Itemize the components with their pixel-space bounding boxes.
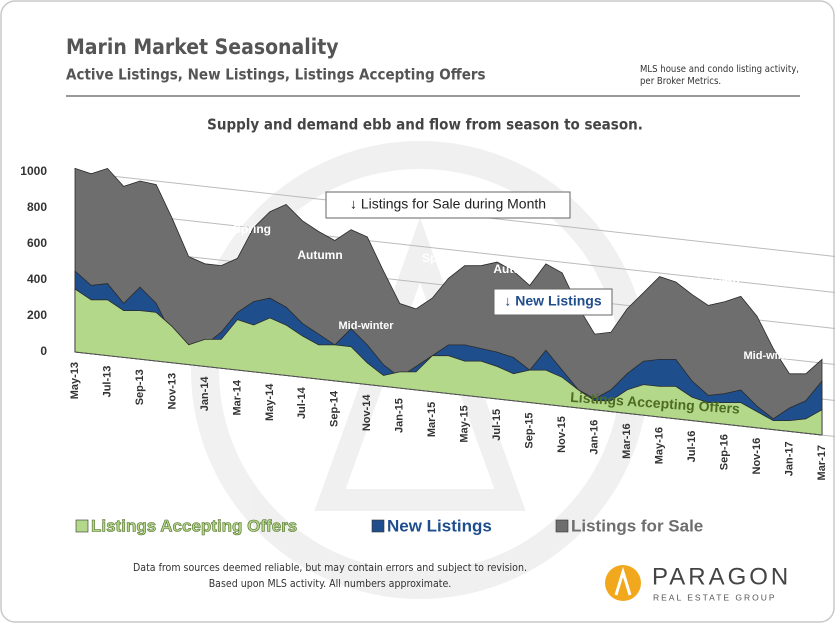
logo-name: PARAGON <box>652 563 791 590</box>
logo-mark <box>605 565 641 601</box>
x-tick-label: Mar-15 <box>426 402 438 437</box>
x-tick-label: Sep-14 <box>329 390 341 427</box>
annotation-box <box>493 288 613 316</box>
y-tick-label: 200 <box>27 308 47 322</box>
annotation: Spring <box>422 251 460 265</box>
legend-swatch <box>555 519 569 533</box>
x-tick-label: Jul-13 <box>101 366 113 398</box>
y-tick-label: 1000 <box>20 164 47 178</box>
x-tick-label: Nov-13 <box>166 373 178 410</box>
y-tick-label: 600 <box>27 236 47 250</box>
baseline <box>74 351 823 436</box>
logo-tagline: REAL ESTATE GROUP <box>653 592 777 602</box>
annotation: Mid-winter <box>744 350 800 362</box>
area <box>74 288 823 436</box>
annotation: Autumn <box>694 275 739 289</box>
legend-swatch <box>371 519 385 533</box>
x-tick-label: Sep-13 <box>134 369 146 405</box>
x-tick-label: Mar-17 <box>816 445 828 480</box>
annotation: Mid-winter <box>339 320 395 332</box>
footer-line: Based upon MLS activity. All numbers app… <box>209 578 452 590</box>
x-tick-label: Jan-16 <box>589 420 601 455</box>
x-tick-label: May-13 <box>69 362 81 399</box>
logo-glyph <box>614 566 632 596</box>
annotation: Spring <box>627 251 665 265</box>
x-tick-label: May-15 <box>459 405 471 442</box>
annotation: ↓ Listings for Sale during Month <box>350 196 546 212</box>
annotation: ↓ New Listings <box>504 293 601 309</box>
x-tick-label: Nov-14 <box>361 394 373 432</box>
legend-label: Listings for Sale <box>571 516 703 535</box>
legend-label: New Listings <box>387 516 492 535</box>
x-tick-label: Jan-17 <box>783 441 795 476</box>
x-tick-label: May-16 <box>654 427 666 464</box>
annotation: Spring <box>233 222 271 236</box>
y-tick-label: 800 <box>27 200 47 214</box>
source-note-box: MLS house and condo listing activity, pe… <box>640 64 799 87</box>
x-tick-label: Jul-16 <box>686 431 698 463</box>
x-tick-label: Mar-14 <box>231 379 243 415</box>
chart-title: Supply and demand ebb and flow from seas… <box>207 116 643 134</box>
y-tick-label: 400 <box>27 272 47 286</box>
footer-line: Data from sources deemed reliable, but m… <box>133 562 527 574</box>
x-tick-label: Nov-16 <box>751 438 763 475</box>
annotation: Autumn <box>297 248 342 262</box>
x-tick-label: May-14 <box>264 383 276 421</box>
x-tick-label: Nov-15 <box>556 416 568 453</box>
x-tick-label: Jan-15 <box>394 398 406 433</box>
x-tick-label: Sep-16 <box>718 434 730 470</box>
x-tick-label: Jul-15 <box>491 409 503 441</box>
annotation: Autumn <box>493 262 538 276</box>
subtitle: Active Listings, New Listings, Listings … <box>66 66 486 84</box>
x-tick-label: Sep-15 <box>524 413 536 449</box>
x-tick-label: Jul-14 <box>296 386 308 419</box>
legend-swatch <box>75 519 89 533</box>
y-tick-label: 0 <box>40 344 47 358</box>
title: Marin Market Seasonality <box>66 35 339 59</box>
x-tick-label: Jan-14 <box>199 376 211 412</box>
x-tick-label: Mar-16 <box>621 423 633 458</box>
legend-label: Listings Accepting Offers <box>91 516 297 535</box>
source-note: MLS house and condo listing activity, pe… <box>640 64 799 87</box>
grid-line <box>74 207 835 293</box>
annotation-box <box>325 191 571 219</box>
